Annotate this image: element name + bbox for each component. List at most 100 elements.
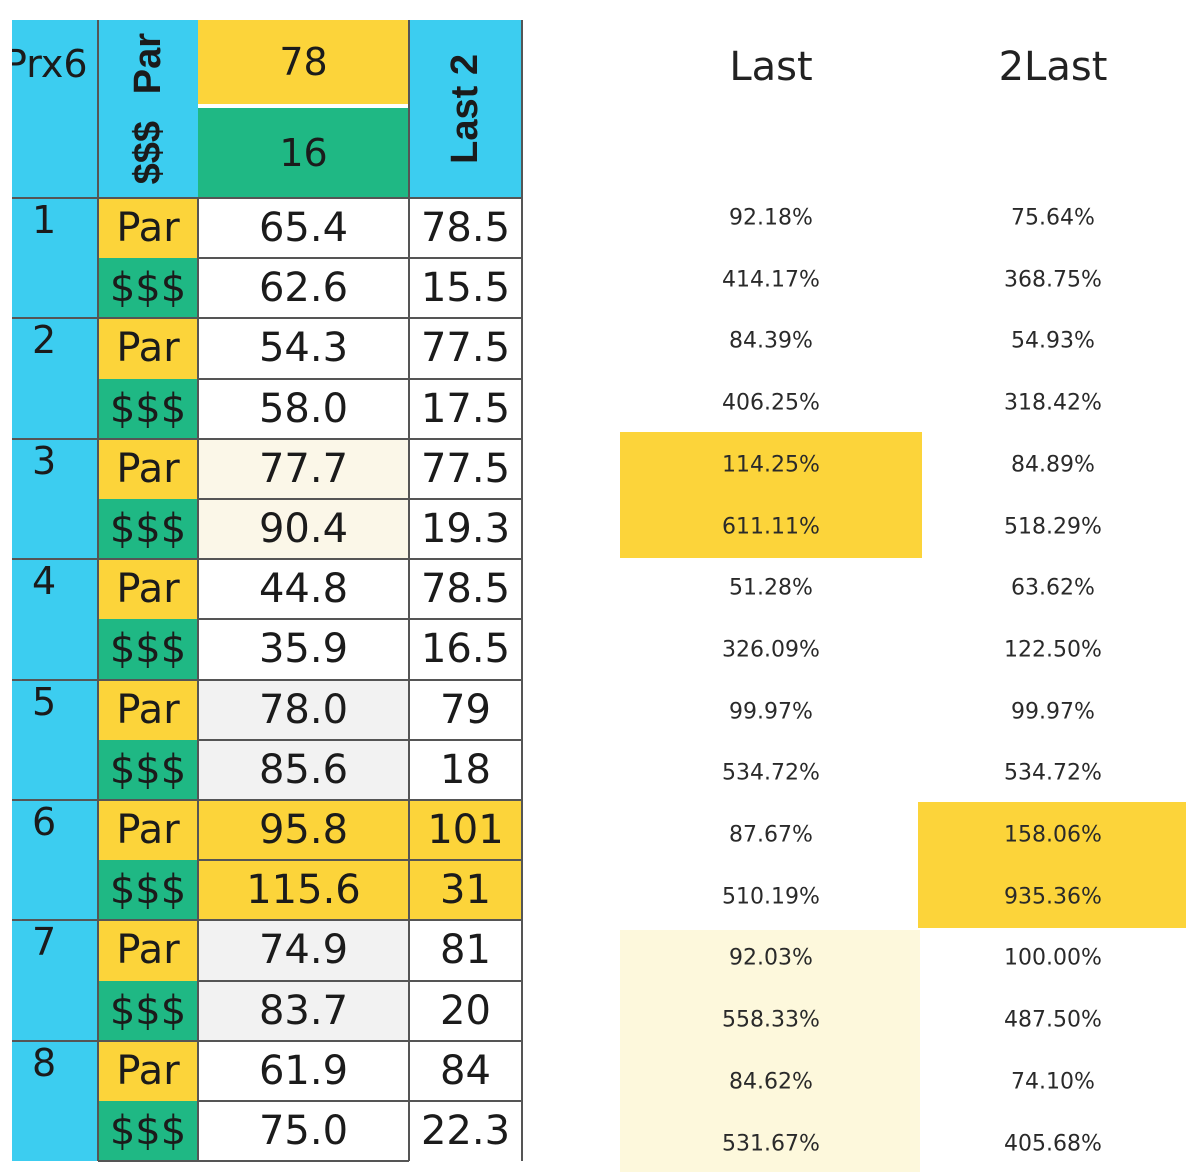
row-type-money: $$$ xyxy=(98,860,198,921)
row-type-par: Par xyxy=(98,800,198,861)
par-value: 77.7 xyxy=(198,438,409,499)
money-last2-value: 31 xyxy=(409,860,522,921)
row-type-par: Par xyxy=(98,438,198,499)
money-value: 75.0 xyxy=(198,1101,409,1162)
race-table: Prx6 Par $$$ 78 16 Last 2 1 Par $$$ 65.4 62.… xyxy=(12,20,523,1163)
money-last2-value: 15.5 xyxy=(409,258,522,319)
par-last-percent: 87.67% xyxy=(729,822,813,848)
race-number: 3 xyxy=(12,438,98,560)
par-last2-value: 84 xyxy=(409,1040,522,1101)
grid-line xyxy=(12,558,522,561)
money-last-percent: 414.17% xyxy=(722,267,820,293)
grid-line xyxy=(198,979,522,982)
row-type-par: Par xyxy=(98,679,198,740)
par-value: 61.9 xyxy=(198,1040,409,1101)
race-number: 5 xyxy=(12,679,98,800)
par-last2-value: 78.5 xyxy=(409,559,522,620)
money-last2-value: 18 xyxy=(409,739,522,800)
grid-line xyxy=(198,859,522,862)
grid-line xyxy=(521,20,523,1162)
par-last2-value: 78.5 xyxy=(409,198,522,259)
par-2last-percent: 54.93% xyxy=(1011,328,1095,354)
row-type-money: $$$ xyxy=(98,499,198,560)
money-last2-value: 19.3 xyxy=(409,499,522,560)
race-number: 7 xyxy=(12,920,98,1041)
money-last2-value: 17.5 xyxy=(409,378,522,439)
money-2last-percent: 534.72% xyxy=(1004,760,1102,786)
par-last2-value: 81 xyxy=(409,920,522,981)
par-last-percent: 51.28% xyxy=(729,575,813,601)
par-last2-value: 101 xyxy=(409,800,522,861)
grid-line xyxy=(12,919,522,922)
grid-line xyxy=(198,1100,522,1102)
money-value: 58.0 xyxy=(198,378,409,439)
par-header-cell: Par xyxy=(98,20,198,108)
money-last-percent: 534.72% xyxy=(722,760,820,786)
par-2last-percent: 84.89% xyxy=(1011,452,1095,478)
money-2last-percent: 318.42% xyxy=(1004,390,1102,416)
par-header-label: Par xyxy=(126,33,169,95)
par-value: 74.9 xyxy=(198,920,409,981)
money-last2-value: 16.5 xyxy=(409,619,522,680)
money-value: 85.6 xyxy=(198,739,409,800)
row-type-money: $$$ xyxy=(98,739,198,800)
par-value: 78.0 xyxy=(198,679,409,740)
par-2last-percent: 63.62% xyxy=(1011,575,1095,601)
money-header-cell: $$$ xyxy=(98,108,198,198)
money-last-percent: 558.33% xyxy=(722,1007,820,1033)
money-2last-percent: 487.50% xyxy=(1004,1007,1102,1033)
par-last-percent: 84.62% xyxy=(729,1069,813,1095)
highlight-race7-8-last xyxy=(620,930,920,1172)
money-last-percent: 510.19% xyxy=(722,884,820,910)
money-last-percent: 531.67% xyxy=(722,1131,820,1156)
highlight-race3-last xyxy=(620,432,922,558)
race-number: 2 xyxy=(12,318,98,439)
money-2last-percent: 518.29% xyxy=(1004,514,1102,539)
par-header-value: 78 xyxy=(198,20,409,104)
money-last2-value: 20 xyxy=(409,980,522,1041)
row-type-par: Par xyxy=(98,920,198,981)
grid-line xyxy=(12,317,522,320)
par-value: 44.8 xyxy=(198,559,409,620)
race-number: 8 xyxy=(12,1040,98,1162)
par-2last-percent: 75.64% xyxy=(1011,205,1095,231)
money-value: 115.6 xyxy=(198,860,409,921)
row-type-money: $$$ xyxy=(98,1101,198,1162)
par-last-percent: 92.18% xyxy=(729,205,813,231)
money-header-value: 16 xyxy=(198,108,409,198)
grid-line xyxy=(408,20,410,1162)
par-2last-percent: 158.06% xyxy=(1004,822,1102,848)
row-type-par: Par xyxy=(98,559,198,620)
money-last2-value: 22.3 xyxy=(409,1101,522,1162)
row-type-money: $$$ xyxy=(98,980,198,1041)
row-type-money: $$$ xyxy=(98,619,198,680)
money-2last-percent: 368.75% xyxy=(1004,267,1102,293)
row-type-par: Par xyxy=(98,318,198,379)
race-number: 1 xyxy=(12,198,98,319)
money-value: 35.9 xyxy=(198,619,409,680)
grid-line xyxy=(12,799,522,801)
row-type-money: $$$ xyxy=(98,258,198,319)
money-2last-percent: 122.50% xyxy=(1004,637,1102,663)
grid-line xyxy=(198,498,522,500)
par-last-percent: 99.97% xyxy=(729,699,813,725)
grid-line xyxy=(198,738,522,741)
money-2last-percent: 405.68% xyxy=(1004,1131,1102,1156)
money-last-percent: 326.09% xyxy=(722,637,820,663)
par-2last-percent: 74.10% xyxy=(1011,1069,1095,1095)
grid-line xyxy=(97,20,99,1162)
grid-line xyxy=(12,1039,522,1042)
grid-line xyxy=(197,198,199,1162)
race-number: 6 xyxy=(12,800,98,921)
par-last-percent: 84.39% xyxy=(729,328,813,354)
money-value: 62.6 xyxy=(198,258,409,319)
race-number: 4 xyxy=(12,559,98,680)
money-value: 90.4 xyxy=(198,499,409,560)
row-type-par: Par xyxy=(98,198,198,259)
grid-line xyxy=(12,678,522,681)
grid-line xyxy=(98,1160,409,1163)
grid-line xyxy=(198,618,522,621)
grid-line xyxy=(12,197,522,199)
last-column-title: Last xyxy=(729,44,813,90)
row-type-money: $$$ xyxy=(98,378,198,439)
